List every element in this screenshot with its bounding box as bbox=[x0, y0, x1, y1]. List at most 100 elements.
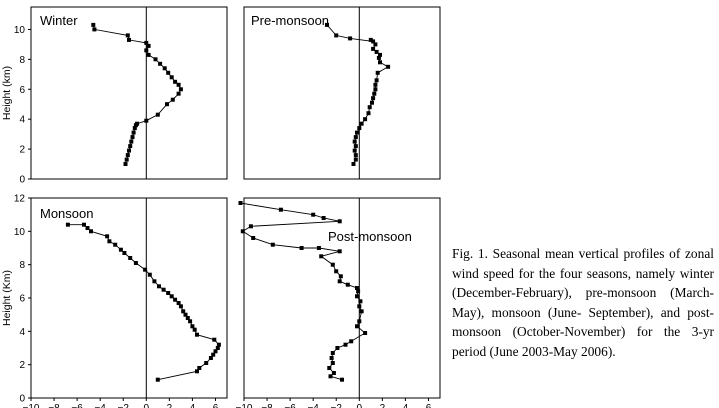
y-axis-label: Height (km) bbox=[1, 66, 13, 120]
data-point bbox=[373, 87, 378, 92]
data-point bbox=[330, 351, 335, 355]
data-point bbox=[278, 207, 283, 212]
data-point bbox=[173, 297, 178, 302]
data-point bbox=[211, 352, 216, 357]
data-point bbox=[352, 148, 357, 153]
data-point bbox=[212, 337, 217, 342]
data-point bbox=[158, 61, 163, 66]
data-point bbox=[363, 117, 368, 122]
data-point bbox=[147, 272, 152, 277]
data-point bbox=[357, 304, 362, 309]
x-tick-label: 4 bbox=[403, 403, 409, 408]
data-point bbox=[352, 139, 357, 144]
x-tick-label: 2 bbox=[167, 403, 173, 408]
data-point bbox=[316, 246, 321, 250]
data-point bbox=[216, 342, 221, 347]
panel-title: Winter bbox=[40, 13, 78, 28]
post-monsoon-panel: −10−8−6−4−20246Zonal wind speed (ms⁻¹)Po… bbox=[236, 197, 441, 408]
series-line bbox=[67, 224, 220, 381]
y-tick-label: 10 bbox=[14, 25, 26, 36]
data-point bbox=[92, 27, 97, 32]
data-point bbox=[330, 262, 335, 267]
data-point bbox=[183, 312, 188, 317]
data-point bbox=[190, 324, 195, 329]
data-point bbox=[135, 121, 140, 126]
data-point bbox=[353, 144, 358, 149]
data-point bbox=[374, 78, 379, 83]
data-point bbox=[166, 70, 171, 75]
data-point bbox=[181, 309, 186, 314]
data-point bbox=[386, 64, 391, 69]
data-point bbox=[328, 374, 333, 379]
data-point bbox=[270, 242, 275, 247]
x-tick-label: −6 bbox=[71, 403, 83, 408]
data-point bbox=[351, 162, 356, 166]
data-point bbox=[373, 82, 378, 87]
data-point bbox=[357, 126, 362, 131]
data-point bbox=[166, 291, 171, 295]
y-tick-label: 6 bbox=[19, 294, 25, 305]
data-point bbox=[155, 377, 160, 382]
x-tick-label: −4 bbox=[307, 403, 319, 408]
data-point bbox=[345, 282, 350, 287]
data-point bbox=[125, 153, 130, 158]
pre-monsoon-panel: Pre-monsoon bbox=[243, 6, 441, 180]
y-tick-label: 2 bbox=[19, 360, 25, 371]
y-tick-label: 10 bbox=[14, 227, 26, 238]
data-point bbox=[340, 377, 344, 382]
data-point bbox=[107, 239, 112, 244]
data-point bbox=[368, 37, 373, 42]
data-point bbox=[152, 279, 157, 284]
data-point bbox=[366, 111, 371, 116]
data-point bbox=[118, 247, 123, 252]
data-point bbox=[146, 43, 151, 48]
data-point bbox=[374, 49, 379, 54]
data-point bbox=[213, 349, 218, 354]
x-tick-label: −2 bbox=[118, 403, 130, 408]
data-point bbox=[334, 33, 339, 38]
data-point bbox=[355, 324, 359, 329]
data-point bbox=[329, 356, 334, 360]
data-point bbox=[299, 246, 304, 250]
winter-panel: 0 2 4 6 8 10 Height (km) Winter bbox=[1, 6, 228, 186]
data-point bbox=[359, 121, 364, 126]
data-point bbox=[144, 40, 149, 45]
data-point bbox=[173, 79, 178, 84]
data-point bbox=[337, 219, 342, 224]
data-point bbox=[176, 91, 181, 96]
x-tick-label: −6 bbox=[284, 403, 296, 408]
data-point bbox=[248, 224, 253, 229]
plot-frame bbox=[243, 6, 441, 180]
data-point bbox=[353, 135, 358, 140]
y-tick-label: 6 bbox=[19, 85, 25, 96]
data-point bbox=[355, 286, 359, 290]
data-point bbox=[178, 87, 183, 92]
data-point bbox=[91, 22, 96, 27]
data-point bbox=[371, 39, 376, 44]
data-point bbox=[176, 301, 181, 305]
data-point bbox=[161, 287, 166, 292]
data-point bbox=[165, 102, 169, 107]
data-point bbox=[162, 66, 167, 71]
x-tick-label: −8 bbox=[261, 403, 273, 408]
data-point bbox=[208, 356, 213, 360]
data-point bbox=[170, 97, 175, 102]
data-point bbox=[125, 33, 130, 38]
data-point bbox=[144, 48, 149, 53]
data-point bbox=[370, 100, 374, 105]
data-point bbox=[157, 284, 161, 289]
y-tick-label: 4 bbox=[19, 115, 25, 126]
data-point bbox=[372, 91, 377, 96]
x-tick-label: −4 bbox=[94, 403, 106, 408]
data-point bbox=[335, 346, 340, 350]
data-point bbox=[319, 254, 324, 259]
data-point bbox=[130, 135, 135, 140]
data-point bbox=[185, 316, 190, 320]
data-point bbox=[373, 42, 378, 47]
data-point bbox=[376, 55, 381, 60]
data-point bbox=[371, 96, 376, 101]
data-point bbox=[353, 153, 358, 158]
data-point bbox=[113, 242, 118, 247]
data-point bbox=[195, 369, 199, 374]
